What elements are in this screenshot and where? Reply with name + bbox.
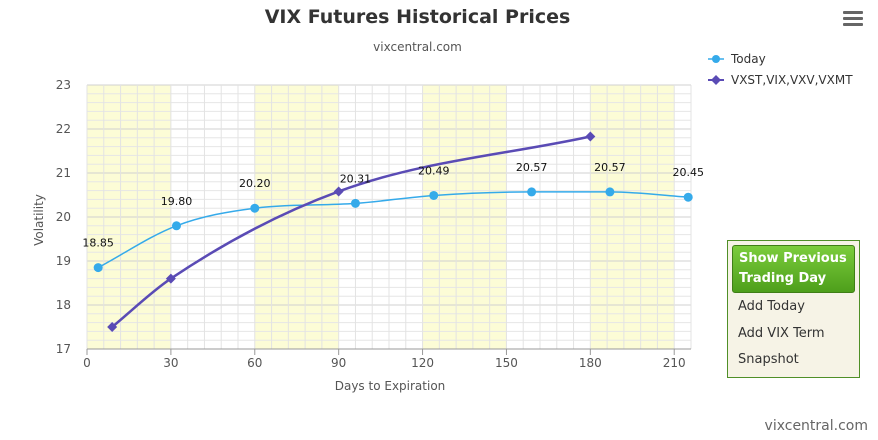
axes: 0 30 60 90 120 150 180 210 17 18 19 20 21 22 23 (56, 78, 691, 370)
legend-marker-circle (712, 55, 720, 63)
x-tick-label: 60 (247, 356, 262, 370)
grid (86, 84, 692, 350)
data-label: 20.57 (516, 161, 548, 174)
x-tick-label: 0 (83, 356, 91, 370)
chart-subtitle: vixcentral.com (373, 40, 462, 54)
add-today-button[interactable]: Add Today (738, 299, 805, 314)
x-tick-label: 210 (663, 356, 686, 370)
y-tick-label: 23 (56, 78, 71, 92)
data-label: 20.49 (418, 164, 450, 177)
data-point (107, 322, 118, 332)
data-point (165, 273, 176, 284)
series-line (97, 191, 689, 269)
credit-link[interactable]: vixcentral.com (764, 418, 868, 434)
x-tick-label: 90 (331, 356, 346, 370)
add-vix-term-button[interactable]: Add VIX Term (738, 326, 825, 341)
legend: Today VXST,VIX,VXV,VXMT (708, 52, 853, 87)
data-label: 20.31 (340, 172, 372, 185)
data-point (605, 187, 615, 197)
data-point (250, 203, 260, 213)
data-label: 20.20 (239, 177, 271, 190)
x-tick-label: 150 (495, 356, 518, 370)
series-today (93, 187, 693, 273)
legend-item: Today (708, 52, 766, 66)
legend-marker-diamond (711, 75, 721, 85)
snapshot-button[interactable]: Snapshot (738, 352, 799, 367)
y-tick-label: 17 (56, 342, 71, 356)
data-point (333, 186, 344, 197)
legend-label: Today (730, 52, 766, 66)
data-point (585, 131, 596, 142)
x-axis-title: Days to Expiration (335, 379, 446, 393)
y-tick-label: 21 (56, 166, 71, 180)
show-previous-trading-day-button[interactable]: Show Previous Trading Day (732, 245, 855, 293)
legend-item: VXST,VIX,VXV,VXMT (708, 73, 853, 87)
data-point (93, 263, 103, 273)
data-point (429, 190, 439, 200)
x-tick-label: 30 (163, 356, 178, 370)
y-tick-label: 19 (56, 254, 71, 268)
data-point (683, 192, 693, 202)
series (93, 131, 693, 332)
y-axis-title: Volatility (32, 194, 46, 246)
data-point (527, 187, 537, 197)
y-tick-label: 18 (56, 298, 71, 312)
legend-label: VXST,VIX,VXV,VXMT (731, 73, 853, 87)
chart-title: VIX Futures Historical Prices (264, 6, 571, 28)
data-labels: 18.85 19.80 20.20 20.31 20.49 20.57 20.57 20.45 (82, 161, 704, 250)
data-label: 20.45 (672, 166, 704, 179)
data-label: 20.57 (594, 161, 626, 174)
y-tick-label: 20 (56, 210, 71, 224)
y-tick-label: 22 (56, 122, 71, 136)
data-label: 19.80 (161, 195, 193, 208)
data-point (350, 198, 360, 208)
data-point (171, 221, 181, 231)
control-panel: Show Previous Trading Day Add Today Add … (727, 240, 860, 378)
series-term-structure (107, 131, 596, 332)
x-tick-label: 120 (411, 356, 434, 370)
data-label: 18.85 (82, 237, 114, 250)
x-tick-label: 180 (579, 356, 602, 370)
hamburger-menu-icon[interactable] (843, 11, 863, 27)
series-line (111, 135, 591, 328)
